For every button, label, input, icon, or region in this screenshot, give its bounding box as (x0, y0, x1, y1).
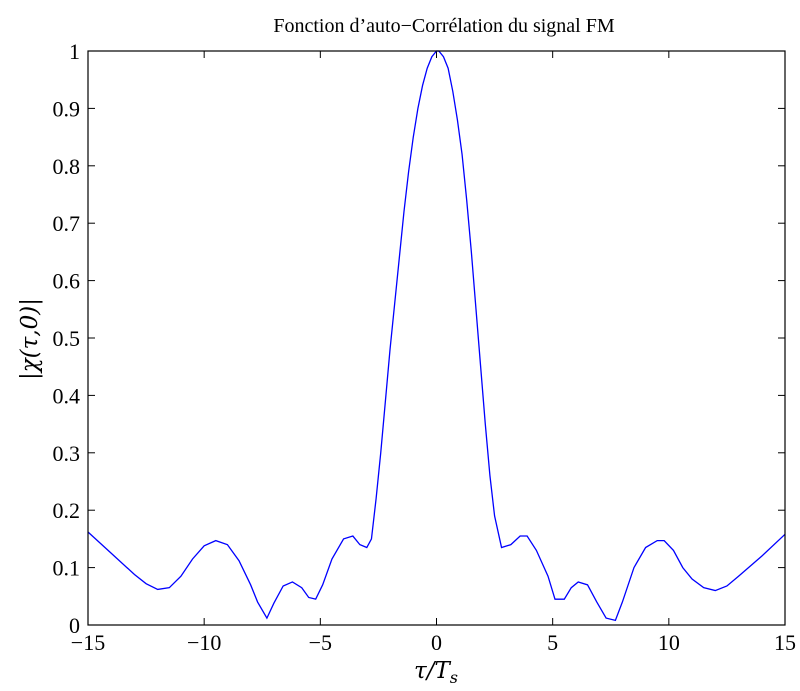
x-tick-label: −10 (187, 630, 221, 655)
y-tick-label: 0.6 (53, 269, 81, 294)
y-tick-label: 0.4 (53, 383, 81, 408)
x-tick-label: −5 (309, 630, 332, 655)
chart-title: Fonction d’auto−Corrélation du signal FM (273, 15, 614, 37)
y-tick-label: 0.8 (53, 154, 81, 179)
series-line (87, 50, 786, 622)
x-tick-label: 5 (547, 630, 558, 655)
x-tick-label: 15 (774, 630, 796, 655)
y-tick-label: 0.1 (53, 556, 81, 581)
x-tick-label: 0 (431, 630, 442, 655)
y-tick-label: 0.3 (53, 441, 81, 466)
x-axis-ticks: −15 −10 −5 0 5 10 15 (71, 51, 796, 655)
y-axis-label: |χ(τ,0)| (17, 298, 43, 380)
x-tick-label: −15 (71, 630, 105, 655)
x-axis-label: τ/Ts (414, 658, 458, 687)
y-tick-label: 1 (69, 39, 80, 64)
x-tick-label: 10 (658, 630, 680, 655)
y-axis-ticks: 0 0.1 0.2 0.3 0.4 0.5 0.6 0.7 0.8 0.9 1 (53, 39, 785, 638)
plot-area-frame (87, 50, 786, 626)
y-tick-label: 0.9 (53, 96, 81, 121)
y-tick-label: 0 (69, 613, 80, 638)
y-tick-label: 0.2 (53, 498, 81, 523)
y-tick-label: 0.7 (53, 211, 81, 236)
y-tick-label: 0.5 (53, 326, 81, 351)
